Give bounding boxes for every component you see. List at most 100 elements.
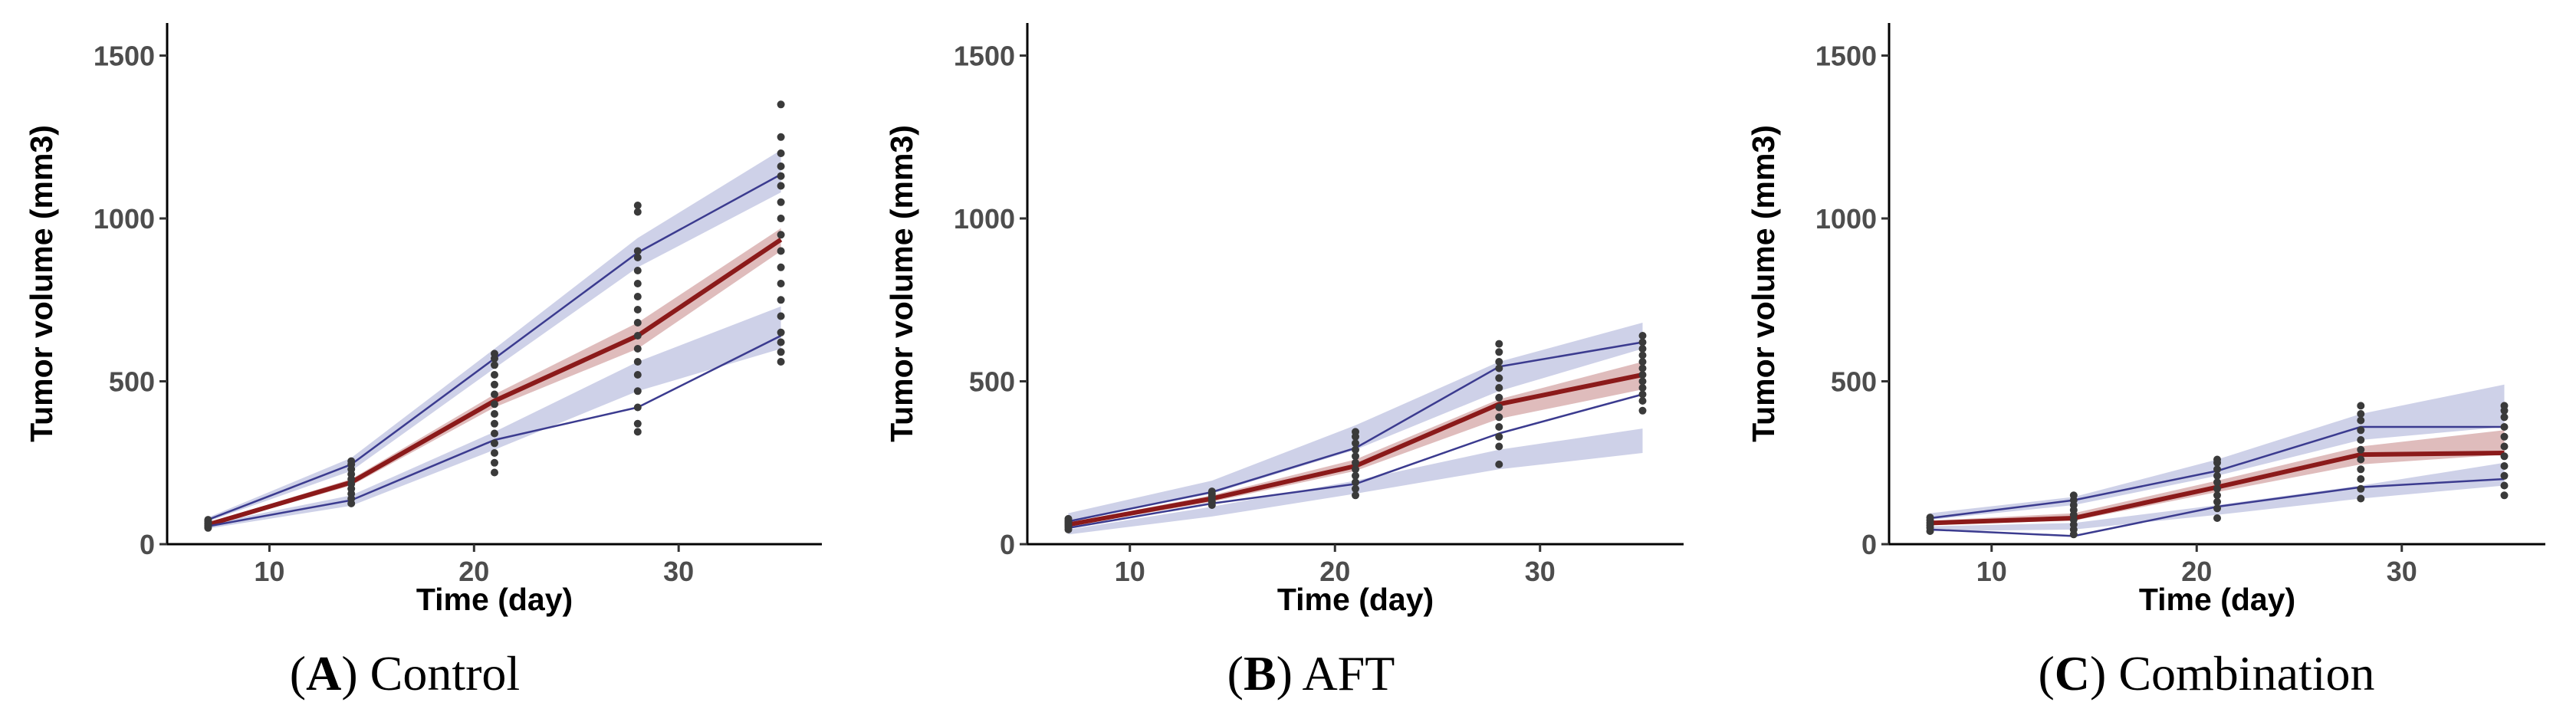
panel-c-observed-point <box>2500 481 2509 490</box>
panel-b-y-tick-label: 0 <box>1000 529 1015 560</box>
panel-b-y-tick-label: 1500 <box>954 41 1015 72</box>
panel-a-observed-point <box>777 280 785 287</box>
panel-a-observed-point <box>777 231 785 239</box>
panel-b-caption-paren-close: ) <box>1276 646 1293 701</box>
panel-a-caption-letter: A <box>306 646 341 701</box>
panel-c-observed-point <box>2500 491 2509 500</box>
panel-c-observed-point <box>2213 491 2221 500</box>
panel-b-observed-point <box>1352 478 1359 487</box>
panel-a-observed-point <box>777 328 785 336</box>
panel-b-observed-point <box>1208 487 1216 496</box>
panel-c-observed-point <box>2500 432 2509 441</box>
panel-c-x-tick-label: 30 <box>2387 556 2417 587</box>
panel-b-observed-point <box>1638 358 1647 366</box>
panel-c-observed-point <box>2213 514 2221 522</box>
panel-c-observed-point <box>2213 471 2221 480</box>
panel-a-observed-point <box>347 457 356 465</box>
panel-a-x-tick-label: 20 <box>458 556 489 587</box>
panel-a-observed-point <box>777 296 785 304</box>
panel-b-observed-point <box>1638 345 1647 353</box>
panel-a-observed-point <box>491 458 498 467</box>
panel-a-observed-point <box>777 312 785 320</box>
panel-a-y-tick-label: 0 <box>140 529 155 560</box>
panel-c-observed-point <box>2500 402 2509 410</box>
panel-c-caption-text: Combination <box>2118 646 2374 701</box>
panel-a-observed-point <box>633 267 642 274</box>
panel-a-observed-point <box>777 215 785 222</box>
panel-c-observed-point <box>2357 436 2365 444</box>
panel-b-observed-point <box>1495 442 1503 451</box>
panel-c-observed-point <box>2500 442 2509 451</box>
panel-b-points <box>1064 332 1647 533</box>
panel-a-observed-point <box>633 428 642 436</box>
panel-b-observed-point <box>1495 358 1503 366</box>
panel-a-observed-point <box>777 348 785 356</box>
panel-b-observed-point <box>1352 452 1359 461</box>
panel-a-caption-text: Control <box>370 646 521 701</box>
panel-a-observed-point <box>633 208 642 216</box>
panel-c-observed-point <box>2357 416 2365 425</box>
panel-a-observed-point <box>777 198 785 206</box>
panel-b-caption: (B) AFT <box>1227 646 1395 701</box>
panel-b-observed-point <box>1495 393 1503 402</box>
panel-c-observed-point <box>1926 514 1934 522</box>
panel-a-observed-point <box>491 449 498 457</box>
panel-a-observed-point <box>777 162 785 170</box>
panel-c-observed-point <box>2357 484 2365 493</box>
panel-b-observed-point <box>1352 491 1359 500</box>
panel-a-observed-point <box>491 390 498 399</box>
panel-b-observed-point <box>1352 439 1359 448</box>
panel-b-observed-point <box>1352 484 1359 493</box>
panel-b-observed-point <box>1638 351 1647 359</box>
panel-b-observed-point <box>1495 460 1503 468</box>
panel-a-observed-point <box>633 403 642 412</box>
panel-a-observed-point <box>777 263 785 271</box>
panel-a-observed-point <box>777 338 785 346</box>
panel-b: 0 500 1000 1500 10 20 30 Time (day) Tumor volu… <box>884 23 1684 701</box>
panel-a-x-tick-label: 30 <box>663 556 694 587</box>
panel-a-observed-point <box>777 182 785 190</box>
panel-c-observed-point <box>2357 410 2365 418</box>
panel-a-caption: (A) Control <box>290 646 520 701</box>
panel-b-ticks: 0 500 1000 1500 10 20 30 <box>954 41 1556 588</box>
panel-b-caption-text: AFT <box>1302 646 1395 701</box>
panel-c-observed-point <box>2500 471 2509 480</box>
panel-a-observed-point <box>777 149 785 157</box>
panel-b-x-axis-title: Time (day) <box>1277 582 1434 617</box>
panel-b-observed-point <box>1638 406 1647 415</box>
panel-b-observed-point <box>1495 374 1503 382</box>
panel-b-observed-point <box>1352 428 1359 436</box>
panel-a-observed-point <box>491 439 498 448</box>
panel-b-upper-ci-band <box>1068 323 1643 521</box>
panel-b-observed-point <box>1495 403 1503 412</box>
panel-c-caption: (C) Combination <box>2038 646 2374 701</box>
panel-c-observed-point <box>2357 426 2365 435</box>
panel-c-observed-point <box>2357 402 2365 410</box>
panel-b-observed-point <box>1495 364 1503 372</box>
panel-a-y-axis-title: Tumor volume (mm3) <box>24 125 59 442</box>
panel-b-observed-point <box>1352 465 1359 474</box>
panel-a-observed-point <box>204 516 212 524</box>
panel-c-observed-point <box>2500 423 2509 431</box>
panel-c-caption-letter: C <box>2055 646 2090 701</box>
panel-a-observed-point <box>491 400 498 409</box>
panel-c-y-tick-label: 0 <box>1861 529 1877 560</box>
panel-a-observed-point <box>633 358 642 366</box>
panel-a-upper-ci-band <box>208 149 781 522</box>
panel-a: 0 500 1000 1500 10 20 30 Time (day) Tumor volu… <box>24 23 822 701</box>
panel-c-y-tick-label: 1500 <box>1815 41 1877 72</box>
panel-c-observed-point <box>2500 452 2509 461</box>
panel-c-y-tick-label: 500 <box>1831 366 1877 398</box>
panel-a-observed-point <box>633 387 642 395</box>
panel-b-observed-point <box>1495 413 1503 422</box>
panel-c-x-tick-label: 20 <box>2181 556 2212 587</box>
panel-a-observed-point <box>633 247 642 255</box>
panel-a-observed-point <box>491 371 498 379</box>
panel-c-y-axis-title: Tumor volume (mm3) <box>1746 125 1781 442</box>
panel-a-y-tick-label: 1500 <box>94 41 155 72</box>
panel-c-x-axis-title: Time (day) <box>2139 582 2295 617</box>
panel-b-observed-point <box>1638 338 1647 346</box>
panel-c-axes <box>1888 23 2545 546</box>
panel-a-caption-paren-open: ( <box>290 646 306 701</box>
panel-a-observed-point <box>777 133 785 141</box>
